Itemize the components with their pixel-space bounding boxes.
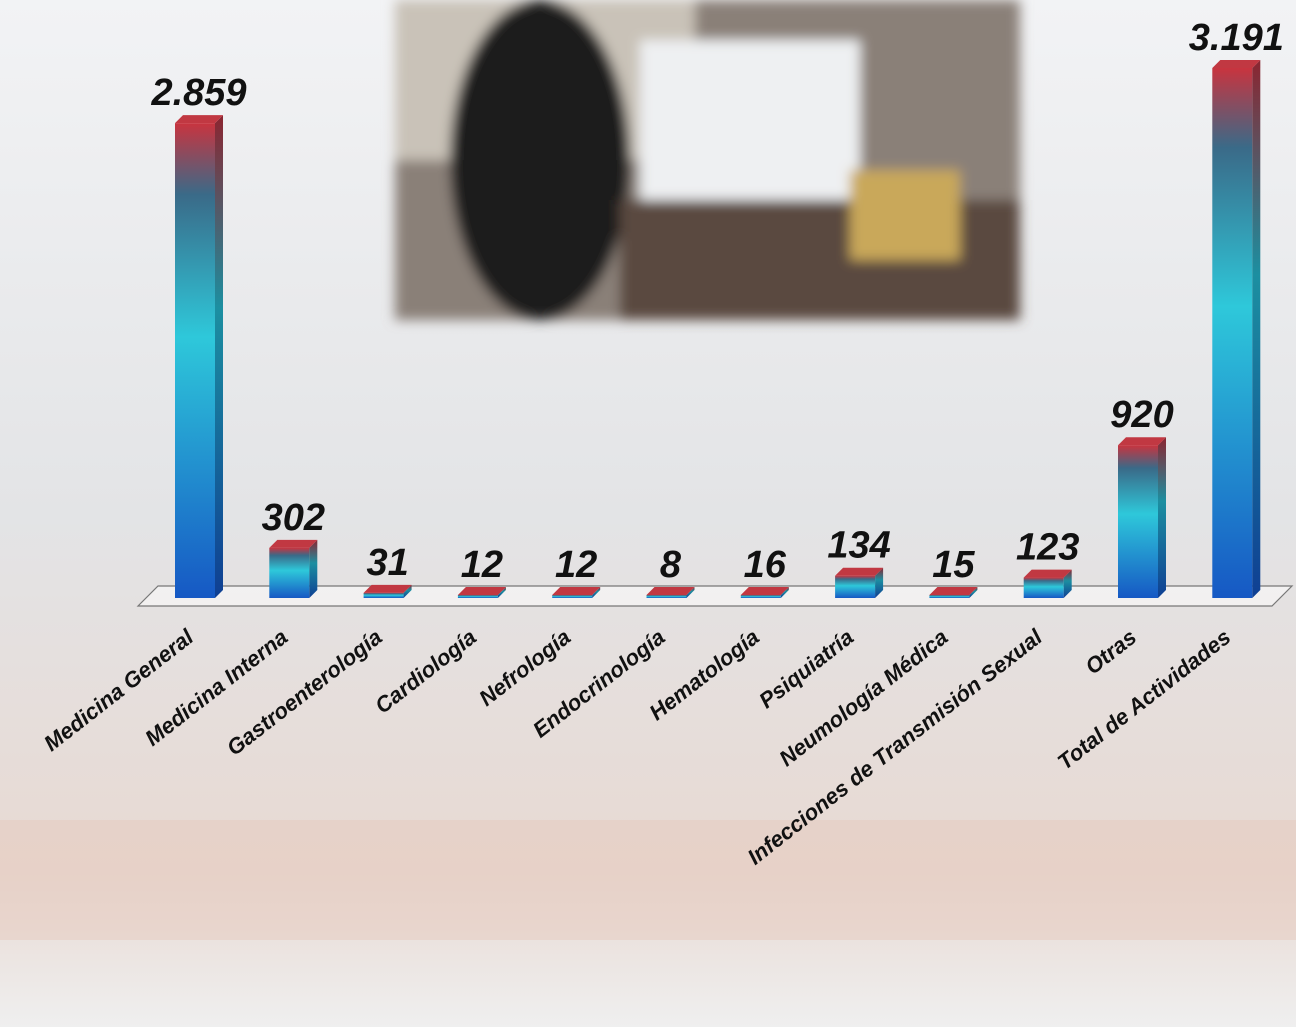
- value-label: 302: [262, 497, 325, 539]
- bar-face: [1118, 437, 1166, 445]
- value-label: 12: [555, 544, 597, 586]
- bar: [175, 115, 223, 598]
- bar-face: [309, 540, 317, 598]
- value-label: 920: [1110, 394, 1173, 436]
- value-label: 16: [744, 544, 787, 586]
- value-label: 31: [366, 542, 408, 584]
- bar-face: [458, 587, 506, 595]
- bar-face: [1024, 570, 1072, 578]
- bar-face: [552, 595, 592, 598]
- bar-face: [552, 587, 600, 595]
- bar: [364, 585, 412, 598]
- bar-face: [1252, 60, 1260, 598]
- bar-face: [929, 587, 977, 595]
- bar-face: [647, 587, 695, 595]
- bar-face: [647, 595, 687, 598]
- bar-face: [929, 595, 969, 598]
- bar-face: [1212, 60, 1260, 68]
- bar-face: [741, 587, 789, 595]
- bar: [552, 587, 600, 598]
- bar-face: [215, 115, 223, 598]
- bar-face: [175, 123, 215, 598]
- bar: [269, 540, 317, 598]
- bar-face: [1212, 68, 1252, 598]
- bar-face: [1024, 578, 1064, 598]
- bar: [835, 568, 883, 598]
- value-label: 123: [1016, 527, 1079, 569]
- bar: [458, 587, 506, 598]
- bar-face: [269, 540, 317, 548]
- bar-face: [1118, 445, 1158, 598]
- bar: [741, 587, 789, 598]
- bar-face: [364, 593, 404, 598]
- bar-face: [835, 576, 875, 598]
- value-label: 12: [461, 544, 503, 586]
- bar-face: [364, 585, 412, 593]
- bar-face: [175, 115, 223, 123]
- value-label: 3.191: [1189, 17, 1284, 59]
- bar-face: [741, 595, 781, 598]
- photo: [395, 0, 1020, 320]
- bar: [1118, 437, 1166, 598]
- bar-face: [269, 548, 309, 598]
- bar: [647, 587, 695, 598]
- value-label: 2.859: [150, 72, 246, 114]
- value-label: 134: [827, 525, 890, 567]
- bar: [929, 587, 977, 598]
- bar-face: [835, 568, 883, 576]
- bar-face: [458, 595, 498, 598]
- chart: 2.859Medicina General302Medicina Interna…: [0, 0, 1296, 1027]
- value-label: 8: [660, 544, 682, 586]
- bar: [1212, 60, 1260, 598]
- bar-face: [1158, 437, 1166, 598]
- bar: [1024, 570, 1072, 598]
- background-band: [0, 820, 1296, 940]
- value-label: 15: [932, 544, 975, 586]
